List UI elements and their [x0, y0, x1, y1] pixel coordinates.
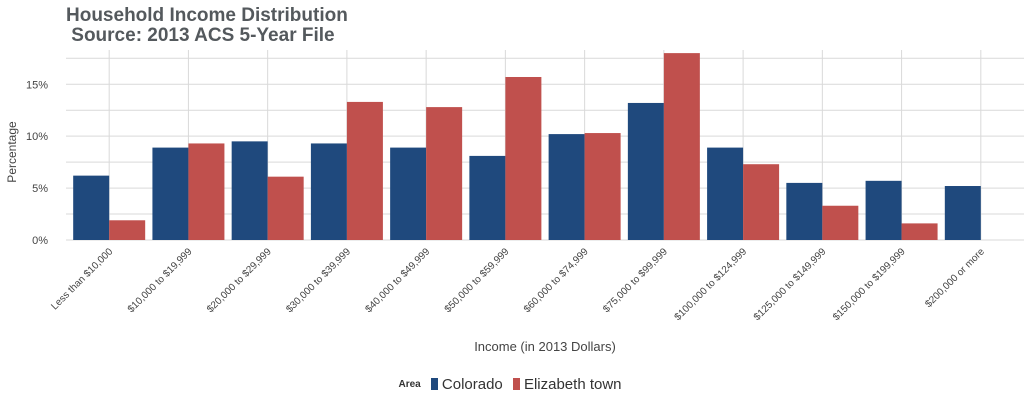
bars	[73, 53, 981, 241]
x-tick-label: $75,000 to $99,999	[601, 246, 670, 315]
bar-colorado	[627, 102, 664, 240]
x-tick-label: $60,000 to $74,999	[522, 246, 591, 315]
bar-colorado	[310, 143, 347, 240]
x-tick-label: $150,000 to $199,999	[831, 246, 908, 323]
chart-title: Household Income Distribution	[66, 5, 348, 26]
x-tick-label: $30,000 to $39,999	[284, 246, 353, 315]
legend-swatch-elizabeth	[512, 378, 520, 390]
x-tick-label: $125,000 to $149,999	[752, 246, 829, 323]
bar-elizabeth-town	[584, 133, 621, 240]
bar-elizabeth-town	[346, 101, 383, 240]
legend-label-elizabeth: Elizabeth town	[523, 376, 622, 393]
x-tick-label: $100,000 to $124,999	[673, 246, 750, 323]
x-tick-label: $10,000 to $19,999	[126, 246, 195, 315]
legend-item-colorado: Colorado	[430, 376, 503, 393]
legend-label-colorado: Colorado	[441, 376, 503, 393]
bar-elizabeth-town	[822, 205, 859, 240]
y-axis-ticks: 0% 5% 10% 15%	[26, 79, 48, 247]
bar-elizabeth-town	[188, 143, 225, 240]
x-tick-label: Less than $10,000	[49, 246, 115, 312]
legend-item-elizabeth: Elizabeth town	[512, 376, 622, 393]
bar-elizabeth-town	[109, 220, 146, 240]
y-axis-label: Percentage	[5, 121, 19, 183]
bar-colorado	[231, 141, 268, 240]
legend: Area Colorado Elizabeth town	[0, 376, 1026, 393]
bar-elizabeth-town	[267, 176, 304, 240]
chart-title-block: Household Income Distribution Source: 20…	[66, 6, 348, 46]
x-tick-label: $200,000 or more	[923, 246, 987, 310]
bar-elizabeth-town	[505, 76, 542, 240]
x-axis-label: Income (in 2013 Dollars)	[474, 339, 616, 354]
bar-elizabeth-town	[426, 107, 463, 241]
bar-colorado	[469, 155, 506, 240]
bar-colorado	[548, 134, 585, 240]
bar-colorado	[944, 186, 981, 240]
y-tick-label: 0%	[32, 235, 48, 247]
chart-area: 0% 5% 10% 15% Less than $10,000 $10,000 to $…	[5, 50, 1024, 354]
x-tick-label: $20,000 to $29,999	[205, 246, 274, 315]
bar-colorado	[390, 147, 427, 240]
x-tick-label: $50,000 to $59,999	[443, 246, 512, 315]
bar-colorado	[73, 175, 110, 240]
bar-elizabeth-town	[901, 223, 938, 240]
bar-colorado	[865, 180, 902, 240]
bar-colorado	[152, 147, 189, 240]
bar-colorado	[786, 182, 823, 240]
legend-title: Area	[398, 379, 421, 390]
y-tick-label: 10%	[26, 131, 48, 143]
y-tick-label: 5%	[32, 183, 48, 195]
bar-elizabeth-town	[663, 53, 700, 241]
x-axis-ticks: Less than $10,000 $10,000 to $19,999 $20,0…	[49, 246, 987, 323]
x-tick-label: $40,000 to $49,999	[364, 246, 433, 315]
bar-elizabeth-town	[743, 164, 780, 240]
y-tick-label: 15%	[26, 79, 48, 91]
chart-subtitle: Source: 2013 ACS 5-Year File	[71, 25, 335, 46]
legend-swatch-colorado	[430, 378, 438, 390]
bar-colorado	[707, 147, 744, 240]
